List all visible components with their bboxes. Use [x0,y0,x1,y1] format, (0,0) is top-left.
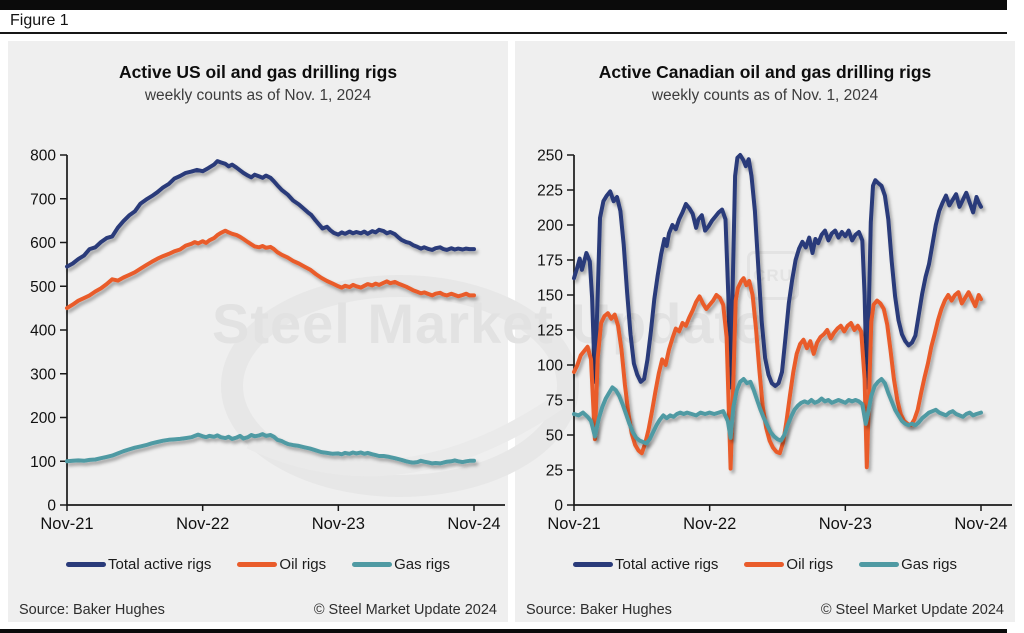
series-line [65,159,476,269]
y-axis-label: 50 [546,428,564,445]
legend-label: Gas rigs [394,556,450,573]
y-axis-label: 125 [537,323,563,340]
x-axis-label: Nov-24 [447,515,500,533]
legend-item-oil: Oil rigs [237,556,326,573]
y-axis-label: 250 [537,148,563,165]
gas-rigs-swatch [859,562,900,567]
canada-chart-panel: Active Canadian oil and gas drilling rig… [515,41,1015,622]
us-chart-plot: 0 100 200 300 400 500 600 700 800 Nov-21 Nov-22 Nov… [30,148,505,533]
y-axis-label: 175 [537,253,563,270]
source-text: Source: Baker Hughes [19,602,165,618]
x-axis-label: Nov-24 [954,515,1007,533]
y-axis-label: 75 [546,393,563,410]
y-axis-label: 400 [30,323,56,340]
legend-label: Oil rigs [279,556,327,573]
axis-lines [66,155,505,506]
x-axis-label: Nov-22 [683,515,736,533]
us-chart-subtitle: weekly counts as of Nov. 1, 2024 [144,87,372,104]
legend-label: Oil rigs [786,556,834,573]
y-axis-label: 800 [30,148,56,165]
y-axis-label: 0 [47,498,56,515]
gas-rigs-swatch [352,562,393,567]
y-axis-label: 225 [537,183,563,200]
legend-item-gas: Gas rigs [352,556,450,573]
y-axis-label: 300 [30,366,56,383]
copyright-text: © Steel Market Update 2024 [820,602,1004,618]
source-text: Source: Baker Hughes [526,602,672,618]
y-axis-label: 700 [30,191,56,208]
x-axis-label: Nov-21 [40,515,93,533]
legend-label: Total active rigs [108,556,212,573]
total-rigs-swatch [573,562,614,567]
y-axis-label: 500 [30,279,56,296]
us-chart-legend: Total active rigs Oil rigs Gas rigs [8,556,508,573]
bottom-black-bar [0,629,1007,633]
y-axis-label: 100 [537,358,563,375]
x-axis-label: Nov-23 [819,515,872,533]
top-black-bar [0,0,1007,10]
copyright-text: © Steel Market Update 2024 [313,602,497,618]
x-axis-label: Nov-23 [312,515,365,533]
y-axis-label: 200 [537,218,563,235]
y-axis-label: 100 [30,454,56,471]
oil-rigs-swatch [237,562,278,567]
figure-label: Figure 1 [10,12,69,29]
y-axis-label: 600 [30,235,56,252]
y-axis-label: 0 [554,498,563,515]
legend-label: Total active rigs [615,556,719,573]
header-rule [0,32,1007,34]
legend-label: Gas rigs [901,556,957,573]
us-chart-footer: Source: Baker Hughes © Steel Market Upda… [8,602,508,618]
legend-item-total: Total active rigs [573,556,718,573]
canada-chart-legend: Total active rigs Oil rigs Gas rigs [515,556,1015,573]
y-axis-label: 200 [30,410,56,427]
x-axis-label: Nov-22 [176,515,229,533]
series-line [65,228,476,311]
canada-chart-plot: 0 25 50 75 100 125 150 175 200 225 250 Nov-21 Nov-22… [537,148,1012,533]
canada-chart-subtitle: weekly counts as of Nov. 1, 2024 [651,87,879,104]
us-chart-panel: Active US oil and gas drilling rigs week… [8,41,508,622]
series-line [572,153,983,390]
legend-item-total: Total active rigs [66,556,211,573]
y-axis-label: 150 [537,288,563,305]
series-line [572,377,983,446]
total-rigs-swatch [66,562,107,567]
y-axis-label: 25 [546,463,563,480]
oil-rigs-swatch [744,562,785,567]
us-chart-title: Active US oil and gas drilling rigs [118,62,398,82]
canada-chart-title: Active Canadian oil and gas drilling rig… [598,62,932,82]
x-axis-label: Nov-21 [547,515,600,533]
legend-item-gas: Gas rigs [859,556,957,573]
series-line [65,432,476,466]
canada-chart-footer: Source: Baker Hughes © Steel Market Upda… [515,602,1015,618]
legend-item-oil: Oil rigs [744,556,833,573]
